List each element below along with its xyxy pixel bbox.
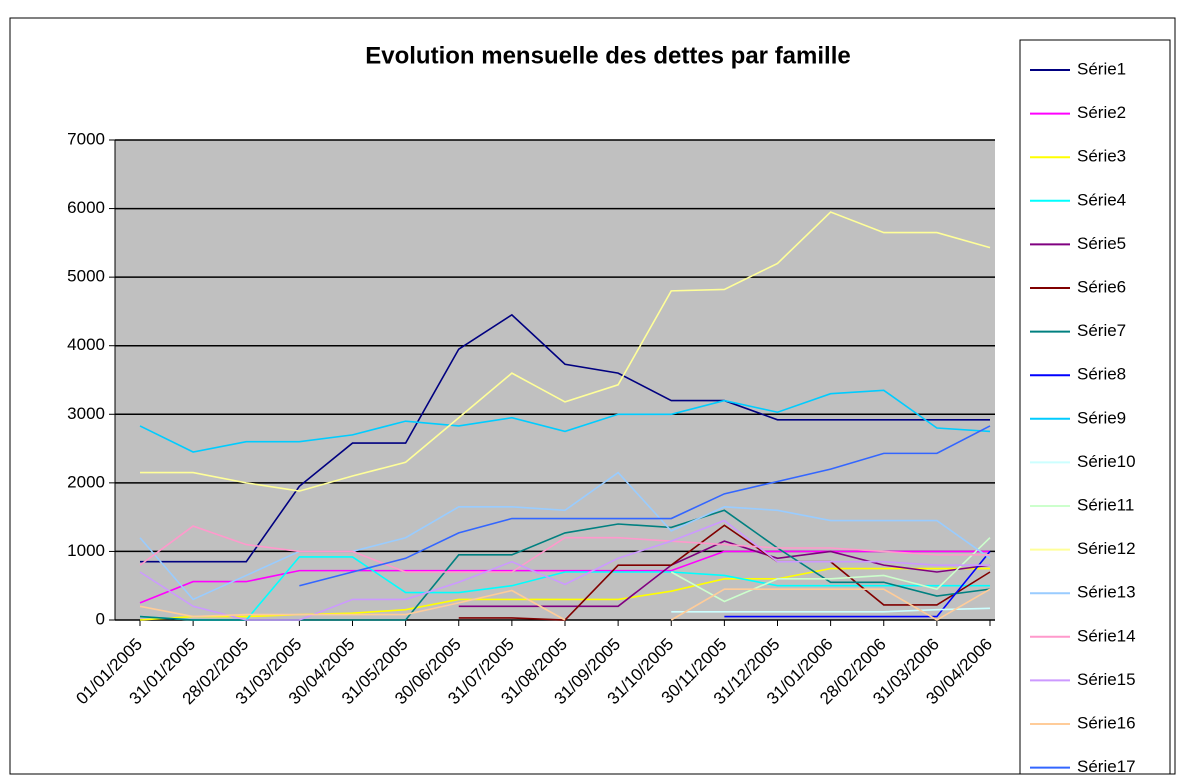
- series-line: [670, 537, 991, 603]
- y-tick-label: 4000: [67, 335, 105, 354]
- series-line: [140, 211, 991, 492]
- series-line: [139, 471, 991, 601]
- legend-label: Série6: [1077, 277, 1126, 296]
- legend-label: Série17: [1077, 757, 1136, 775]
- series-line: [458, 524, 991, 621]
- series-line: [139, 519, 990, 621]
- series-line: [140, 313, 990, 563]
- legend-label: Série13: [1077, 583, 1136, 602]
- series-line: [139, 556, 990, 621]
- legend-label: Série4: [1077, 190, 1126, 209]
- legend-label: Série5: [1077, 234, 1126, 253]
- legend-label: Série11: [1077, 495, 1134, 514]
- series-line: [139, 588, 991, 621]
- legend-label: Série16: [1077, 713, 1136, 732]
- y-tick-label: 5000: [67, 267, 105, 286]
- series-line: [139, 550, 990, 604]
- y-tick-label: 0: [96, 609, 105, 628]
- legend-label: Série7: [1077, 321, 1126, 340]
- legend-label: Série9: [1077, 408, 1126, 427]
- y-tick-label: 6000: [67, 198, 105, 217]
- legend-label: Série15: [1077, 670, 1136, 689]
- series-line: [724, 550, 991, 618]
- y-tick-label: 1000: [67, 541, 105, 560]
- y-tick-label: 3000: [67, 404, 105, 423]
- series-line: [458, 540, 991, 608]
- legend-label: Série14: [1077, 626, 1136, 645]
- legend-label: Série3: [1077, 147, 1126, 166]
- legend-label: Série10: [1077, 452, 1136, 471]
- series-line: [299, 425, 991, 587]
- legend-label: Série2: [1077, 103, 1126, 122]
- y-tick-label: 7000: [67, 129, 105, 148]
- plot-area: [115, 140, 995, 620]
- series-line: [139, 525, 990, 573]
- series-line: [139, 389, 991, 453]
- chart-title: Evolution mensuelle des dettes par famil…: [365, 42, 850, 69]
- series-line: [671, 607, 991, 613]
- legend-label: Série12: [1077, 539, 1136, 558]
- y-tick-label: 2000: [67, 472, 105, 491]
- legend-label: Série8: [1077, 365, 1126, 384]
- legend: [1019, 39, 1171, 775]
- legend-label: Série1: [1077, 59, 1126, 78]
